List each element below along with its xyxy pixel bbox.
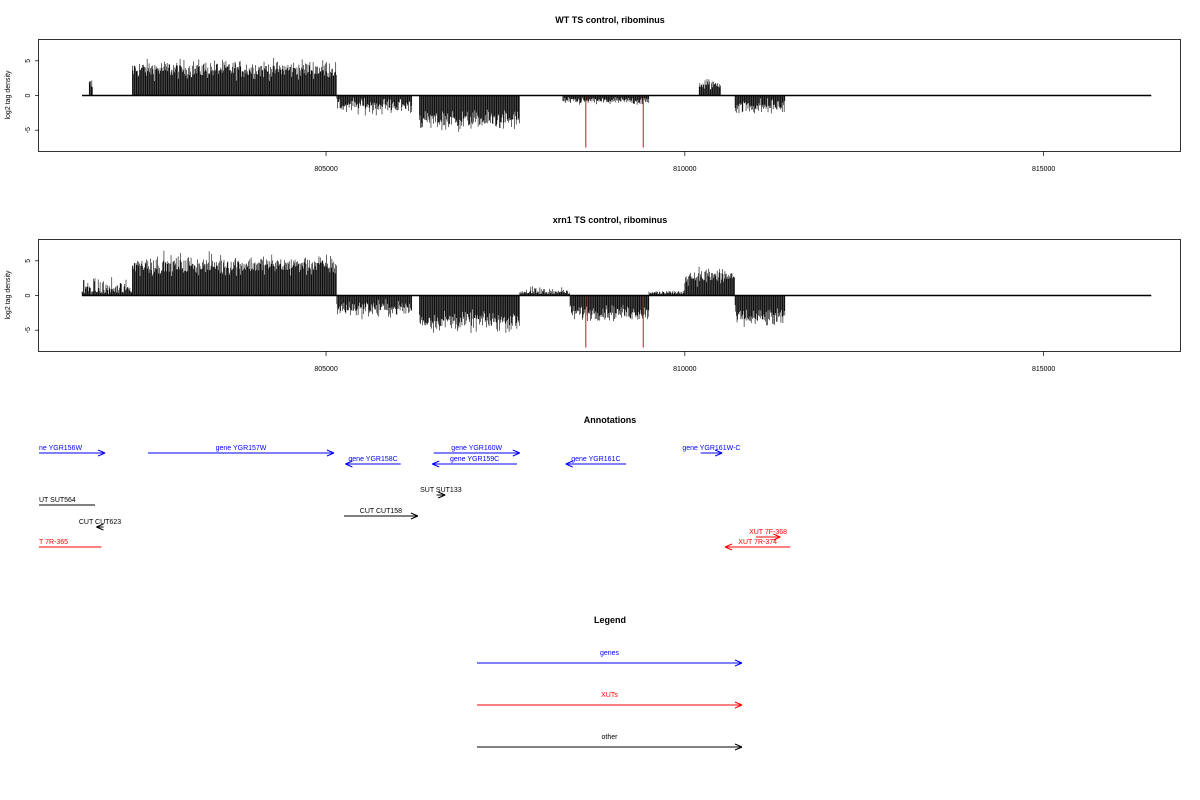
y-tick-label: -5 <box>25 327 32 333</box>
legend-item-other: other <box>477 734 743 751</box>
annotation-features: ne YGR156W gene YGR157W gene YGR158C gene Y… <box>39 445 791 551</box>
y-tick-label: 0 <box>25 293 32 297</box>
feature-label: gene YGR161C <box>571 456 620 463</box>
annotation-feature: CUT CUT158 <box>343 508 419 520</box>
xrn1-x-axis: 805000 810000 815000 <box>314 351 1055 373</box>
feature-label: CUT CUT623 <box>79 519 121 526</box>
annotation-feature: XUT 7F-368 <box>749 529 787 541</box>
annotation-feature: gene YGR160W <box>433 445 520 457</box>
annotations-panel: Annotations ne YGR156W gene YGR157W gene Y… <box>39 415 791 551</box>
legend-label: other <box>602 734 619 741</box>
xrn1-track-panel: xrn1 TS control, ribominus -5 0 5 805000 81… <box>5 215 1181 373</box>
feature-label: XUT 7R-374 <box>738 539 777 546</box>
feature-label: CUT CUT158 <box>360 508 402 515</box>
x-tick-label: 805000 <box>314 166 337 173</box>
wt-y-axis: -5 0 5 <box>25 59 39 133</box>
annotation-feature: SUT SUT133 <box>420 487 462 499</box>
wt-x-axis: 805000 810000 815000 <box>314 151 1055 173</box>
wt-bar-marks <box>82 58 1152 148</box>
annotations-title: Annotations <box>584 415 637 425</box>
annotation-feature: gene YGR161C <box>565 456 627 468</box>
xrn1-y-axis: -5 0 5 <box>25 259 39 333</box>
y-tick-label: -5 <box>25 127 32 133</box>
feature-label: gene YGR159C <box>450 456 499 463</box>
legend-item-gene: genes <box>477 650 743 667</box>
y-tick-label: 0 <box>25 93 32 97</box>
xrn1-y-axis-label: log2 tag density <box>5 270 12 320</box>
legend-panel: Legend genes XUTs other <box>477 615 743 751</box>
wt-panel-title: WT TS control, ribominus <box>555 15 665 25</box>
x-tick-label: 815000 <box>1032 366 1055 373</box>
feature-label: SUT SUT133 <box>420 487 462 494</box>
wt-y-axis-label: log2 tag density <box>5 70 12 120</box>
wt-track-panel: WT TS control, ribominus -5 0 5 805000 8100… <box>5 15 1181 173</box>
y-tick-label: 5 <box>25 259 32 263</box>
annotation-feature: gene YGR157W <box>148 445 335 457</box>
feature-label: UT SUT564 <box>39 497 76 504</box>
annotation-feature: XUT 7R-374 <box>724 539 791 551</box>
legend-title: Legend <box>594 615 626 625</box>
annotation-feature: UT SUT564 <box>39 497 95 506</box>
y-tick-label: 5 <box>25 59 32 63</box>
annotation-feature: gene YGR161W-C <box>682 445 740 457</box>
legend-label: genes <box>600 650 620 657</box>
legend-items: genes XUTs other <box>477 650 743 751</box>
legend-label: XUTs <box>601 692 618 699</box>
annotation-feature: T 7R-365 <box>39 539 102 548</box>
annotation-feature: CUT CUT623 <box>79 519 121 531</box>
feature-label: gene YGR161W-C <box>682 445 740 452</box>
feature-label: gene YGR160W <box>451 445 502 452</box>
annotation-feature: ne YGR156W <box>39 445 106 457</box>
feature-label: XUT 7F-368 <box>749 529 787 536</box>
x-tick-label: 810000 <box>673 166 696 173</box>
feature-label: gene YGR158C <box>348 456 397 463</box>
xrn1-bar-marks <box>81 250 1152 348</box>
feature-label: ne YGR156W <box>39 445 82 452</box>
feature-label: T 7R-365 <box>39 539 68 546</box>
x-tick-label: 815000 <box>1032 166 1055 173</box>
x-tick-label: 805000 <box>314 366 337 373</box>
x-tick-label: 810000 <box>673 366 696 373</box>
feature-label: gene YGR157W <box>216 445 267 452</box>
annotation-feature: gene YGR159C <box>432 456 517 468</box>
annotation-feature: gene YGR158C <box>345 456 401 468</box>
xrn1-panel-title: xrn1 TS control, ribominus <box>553 215 668 225</box>
legend-item-xut: XUTs <box>477 692 743 709</box>
